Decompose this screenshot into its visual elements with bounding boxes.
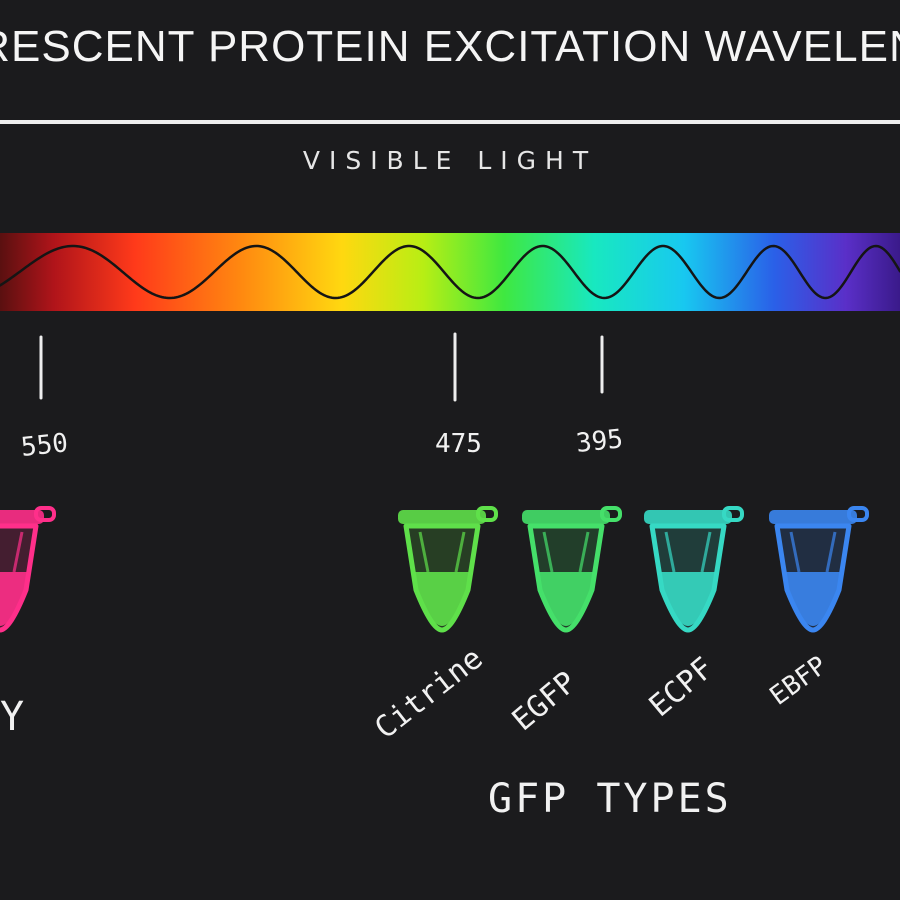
partial-tube-label: Y <box>0 694 24 740</box>
tube-ecpf <box>644 506 744 633</box>
tube-partial <box>0 506 56 633</box>
diagram-subtitle: VISIBLE LIGHT <box>302 146 598 175</box>
group-label-gfp-types: GFP TYPES <box>488 776 732 822</box>
tube-label-egfp: EGFP <box>506 665 584 738</box>
tube-egfp <box>522 506 622 633</box>
tube-group <box>0 506 869 633</box>
tube-label-citrine: Citrine <box>368 641 489 746</box>
marker-label-550: 550 <box>20 428 70 463</box>
visible-spectrum-band <box>0 233 900 311</box>
diagram-title: RESCENT PROTEIN EXCITATION WAVELEN <box>0 22 900 71</box>
tube-label-ebfp: EBFP <box>764 651 832 712</box>
tube-ebfp <box>769 506 869 633</box>
marker-label-395: 395 <box>575 424 625 459</box>
tube-label-ecpf: ECPF <box>643 651 721 724</box>
title-divider <box>0 120 900 124</box>
tube-citrine <box>398 506 498 633</box>
marker-label-475: 475 <box>435 429 482 459</box>
wavelength-wave <box>0 244 900 300</box>
